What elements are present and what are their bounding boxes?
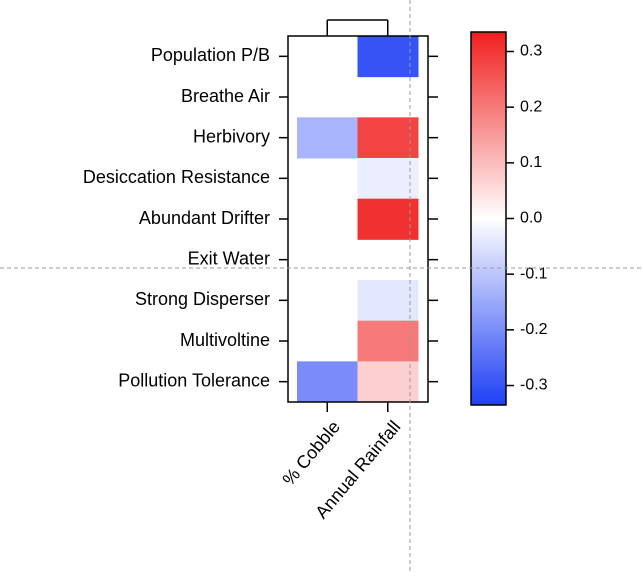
row-label: Desiccation Resistance (83, 167, 270, 187)
heat-cell (357, 158, 419, 200)
heat-cell (357, 280, 419, 322)
heat-cell (357, 361, 419, 403)
row-label: Abundant Drifter (139, 208, 270, 228)
row-label: Herbivory (193, 126, 270, 146)
colorbar-tick-label: -0.3 (520, 377, 548, 394)
row-label: Breathe Air (181, 86, 270, 106)
heat-cell (357, 320, 419, 362)
row-label: Multivoltine (180, 330, 270, 350)
heat-cell (357, 117, 419, 159)
colorbar-tick-label: -0.2 (520, 321, 548, 338)
colorbar-tick-label: 0.3 (520, 43, 542, 60)
colorbar-tick-label: 0.2 (520, 98, 542, 115)
heat-cell (357, 198, 419, 240)
column-label: % Cobble (278, 417, 343, 490)
heat-cell (357, 36, 419, 78)
colorbar-tick-label: 0.1 (520, 154, 542, 171)
colorbar-tick-label: -0.1 (520, 265, 548, 282)
row-label: Pollution Tolerance (118, 370, 270, 390)
heat-cell (297, 361, 358, 403)
colorbar (470, 31, 507, 406)
row-label: Exit Water (188, 248, 270, 268)
row-label: Strong Disperser (135, 289, 270, 309)
row-label: Population P/B (151, 45, 270, 65)
colorbar-tick-label: 0.0 (520, 210, 542, 227)
heat-cell (297, 117, 358, 159)
